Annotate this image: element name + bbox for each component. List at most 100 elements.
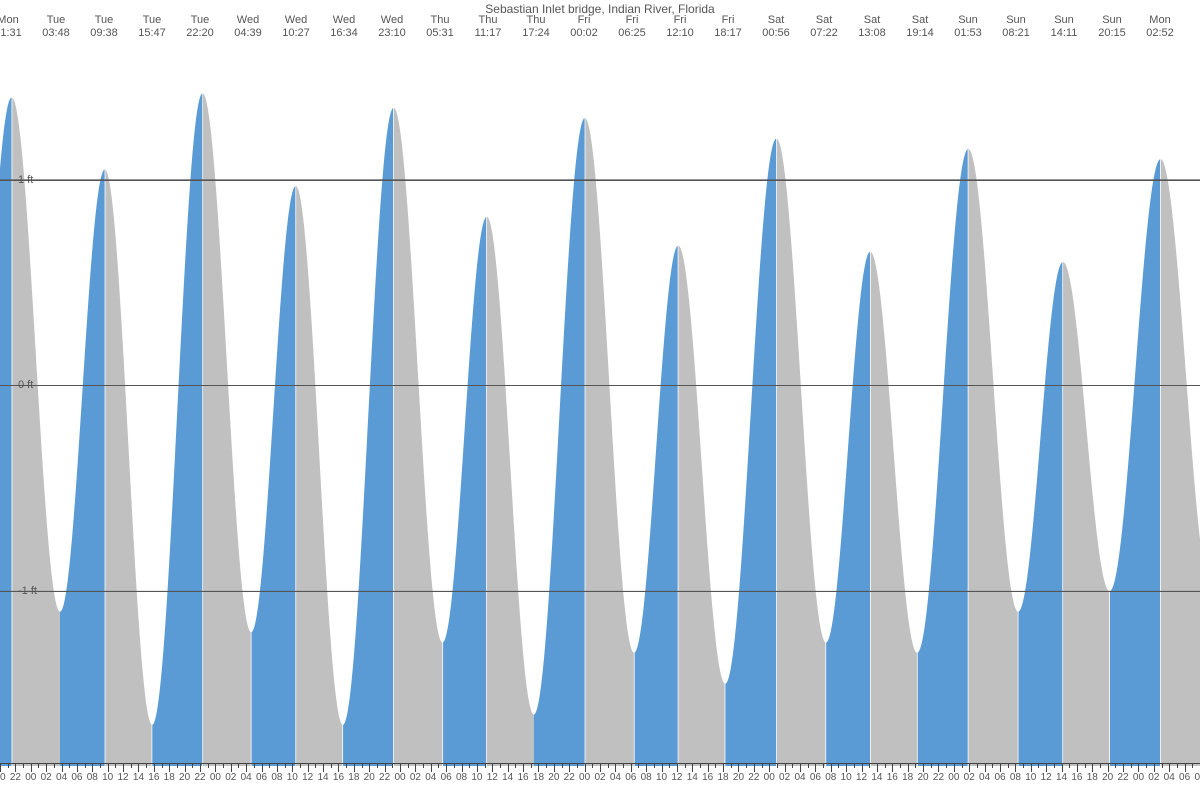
x-tick xyxy=(631,764,632,772)
x-tick xyxy=(246,764,247,772)
x-tick xyxy=(308,764,309,772)
time-column-label: Fri06:25 xyxy=(608,14,656,40)
x-tick xyxy=(400,764,401,772)
tide-fill-segment xyxy=(394,108,442,766)
x-tick xyxy=(215,764,216,772)
time-column-labels: Mon21:31Tue03:48Tue09:38Tue15:47Tue22:20… xyxy=(0,14,1200,46)
x-tick xyxy=(1115,764,1116,768)
x-tick xyxy=(677,764,678,772)
x-tick xyxy=(946,764,947,768)
x-tick xyxy=(85,764,86,768)
x-tick xyxy=(831,764,832,772)
y-axis-label: -1 ft xyxy=(18,585,37,597)
x-tick xyxy=(815,764,816,772)
tide-fill-segment xyxy=(343,108,393,766)
time-column-label: Sun01:53 xyxy=(944,14,992,40)
tide-fill-segment xyxy=(968,149,1017,766)
tide-fill-segment xyxy=(252,186,296,766)
x-tick xyxy=(1046,764,1047,772)
x-tick xyxy=(792,764,793,768)
x-tick xyxy=(515,764,516,768)
x-tick xyxy=(1069,764,1070,768)
x-tick xyxy=(192,764,193,768)
x-tick xyxy=(331,764,332,768)
x-tick xyxy=(900,764,901,768)
x-tick xyxy=(769,764,770,772)
x-tick xyxy=(669,764,670,768)
x-tick xyxy=(208,764,209,768)
x-tick xyxy=(154,764,155,772)
x-tick xyxy=(869,764,870,768)
x-tick xyxy=(492,764,493,772)
x-tick xyxy=(469,764,470,768)
x-tick xyxy=(877,764,878,772)
tide-fill-segment xyxy=(296,186,342,766)
y-gridline xyxy=(0,385,1200,386)
tide-fill-segment xyxy=(678,246,724,766)
tide-curves-svg xyxy=(0,46,1200,766)
x-tick xyxy=(977,764,978,768)
x-tick xyxy=(338,764,339,772)
x-tick xyxy=(962,764,963,768)
x-tick xyxy=(346,764,347,768)
x-axis: 2022000204060810121416182022000204060810… xyxy=(0,763,1200,788)
tide-fill-segment xyxy=(1110,159,1160,766)
x-tick xyxy=(992,764,993,768)
tide-fill-segment xyxy=(0,97,12,766)
time-column-label: Tue03:48 xyxy=(32,14,80,40)
x-tick xyxy=(1062,764,1063,772)
x-tick xyxy=(862,764,863,772)
x-tick xyxy=(785,764,786,772)
x-tick xyxy=(446,764,447,772)
time-column-label: Sun08:21 xyxy=(992,14,1040,40)
x-tick xyxy=(715,764,716,768)
x-tick xyxy=(8,764,9,768)
x-tick xyxy=(562,764,563,768)
tide-fill-segment xyxy=(918,149,968,766)
x-tick xyxy=(692,764,693,772)
x-tick xyxy=(1185,764,1186,772)
x-tick xyxy=(892,764,893,772)
x-tick xyxy=(31,764,32,772)
x-tick xyxy=(138,764,139,772)
x-tick xyxy=(1092,764,1093,772)
x-tick xyxy=(269,764,270,768)
x-tick xyxy=(385,764,386,772)
time-column-label: Sat00:56 xyxy=(752,14,800,40)
x-tick xyxy=(438,764,439,768)
x-tick xyxy=(762,764,763,768)
x-tick xyxy=(262,764,263,772)
x-tick xyxy=(746,764,747,768)
x-tick xyxy=(685,764,686,768)
x-tick xyxy=(1054,764,1055,768)
x-tick xyxy=(377,764,378,768)
x-tick xyxy=(292,764,293,772)
time-column-label: Sat07:22 xyxy=(800,14,848,40)
x-tick xyxy=(731,764,732,768)
x-tick xyxy=(238,764,239,768)
x-tick xyxy=(615,764,616,772)
x-tick xyxy=(408,764,409,768)
x-tick xyxy=(369,764,370,772)
x-tick xyxy=(285,764,286,768)
tide-fill-segment xyxy=(105,170,151,766)
x-tick xyxy=(1177,764,1178,768)
x-tick xyxy=(577,764,578,768)
x-tick xyxy=(585,764,586,772)
time-column-label: Sun14:11 xyxy=(1040,14,1088,40)
x-tick xyxy=(969,764,970,772)
x-tick xyxy=(185,764,186,772)
x-tick xyxy=(600,764,601,772)
x-tick xyxy=(800,764,801,772)
x-tick xyxy=(846,764,847,772)
x-tick xyxy=(300,764,301,768)
time-column-label: Thu11:17 xyxy=(464,14,512,40)
x-tick xyxy=(954,764,955,772)
y-gridline xyxy=(0,180,1200,181)
tide-fill-segment xyxy=(534,118,585,766)
x-tick xyxy=(454,764,455,768)
tide-fill-segment xyxy=(60,169,105,766)
time-column-label: Thu17:24 xyxy=(512,14,560,40)
x-tick xyxy=(200,764,201,772)
x-tick xyxy=(477,764,478,772)
